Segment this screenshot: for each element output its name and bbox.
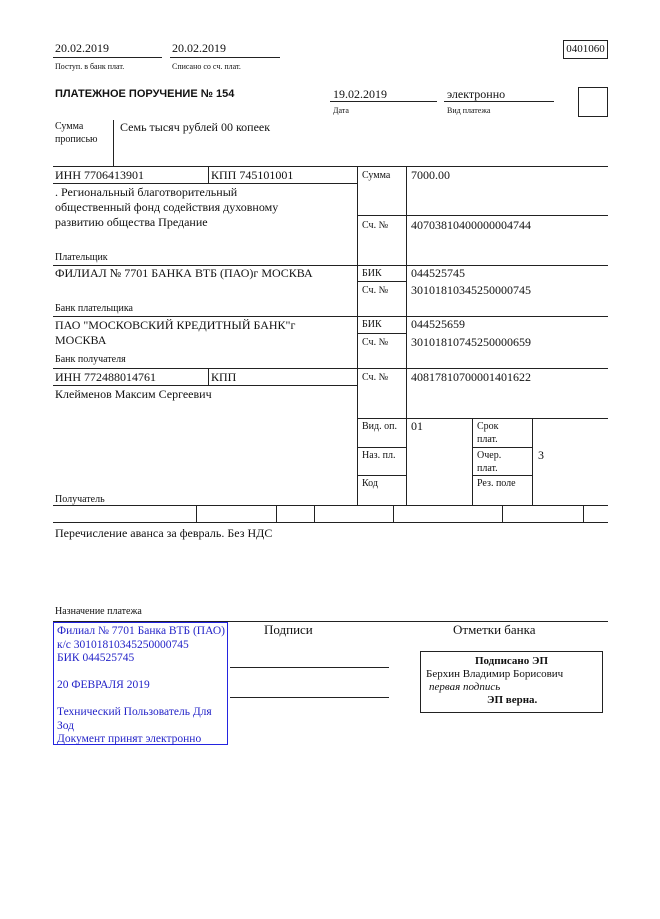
payee-bik: 044525659 <box>411 317 465 331</box>
payment-type: электронно <box>447 87 506 101</box>
stamp-line: к/с 30101810345250000745 <box>57 638 189 651</box>
payer-name-3: развитию общества Предание <box>55 215 208 229</box>
term-label-1: Срок <box>477 421 499 432</box>
signatures-label: Подписи <box>264 622 313 637</box>
stamp-line: 20 ФЕВРАЛЯ 2019 <box>57 679 150 691</box>
bank-mark-role: первая подпись <box>429 681 501 693</box>
priority: 3 <box>538 448 544 462</box>
bank-marks-label: Отметки банка <box>453 622 536 637</box>
payee-label: Получатель <box>55 494 105 505</box>
form-code: 0401060 <box>563 40 608 59</box>
payer-bank-account: 30101810345250000745 <box>411 283 531 297</box>
order-date: 19.02.2019 <box>333 87 387 101</box>
stamp-spacer <box>57 693 227 707</box>
payer-label: Плательщик <box>55 252 108 263</box>
amount-words-label: Сумма прописью <box>55 121 98 145</box>
payer-name-1: . Региональный благотворительный <box>55 185 238 199</box>
priority-label-2: плат. <box>477 463 498 474</box>
stamp-line: Документ принят электронно <box>57 733 202 745</box>
payee-bank-name-1: ПАО "МОСКОВСКИЙ КРЕДИТНЫЙ БАНК"г <box>55 318 296 332</box>
term-label-2: плат. <box>477 434 498 445</box>
debited-label: Списано со сч. плат. <box>172 62 241 71</box>
payee-bik-label: БИК <box>362 319 382 330</box>
payer-bank-name: ФИЛИАЛ № 7701 БАНКА ВТБ (ПАО)г МОСКВА <box>55 266 313 280</box>
payer-bik: 044525745 <box>411 266 465 280</box>
payer-name-2: общественный фонд содействия духовному <box>55 200 279 214</box>
bank-mark-status: ЭП верна. <box>487 694 538 706</box>
payee-inn: ИНН 772488014761 <box>55 370 156 384</box>
amount-words: Семь тысяч рублей 00 копеек <box>120 120 271 134</box>
payment-type-label: Вид платежа <box>447 106 491 115</box>
stamp-line: Зод <box>57 719 75 732</box>
status-box <box>578 87 608 117</box>
payer-bank-label: Банк плательщика <box>55 303 133 314</box>
sum-label: Сумма <box>362 170 391 181</box>
bank-mark-signer: Берхин Владимир Борисович <box>426 668 564 680</box>
payer-bik-label: БИК <box>362 268 382 279</box>
received-date: 20.02.2019 <box>55 41 109 55</box>
payee-kpp: КПП <box>211 370 237 384</box>
op-type-label: Вид. оп. <box>362 421 397 432</box>
reserve-label: Рез. поле <box>477 478 516 489</box>
page-title: ПЛАТЕЖНОЕ ПОРУЧЕНИЕ № 154 <box>55 88 235 100</box>
stamp-line: Филиал № 7701 Банка ВТБ (ПАО) <box>57 625 225 637</box>
debited-date: 20.02.2019 <box>172 41 226 55</box>
payer-inn: ИНН 7706413901 <box>55 168 144 182</box>
purpose-code-label: Наз. пл. <box>362 450 396 461</box>
stamp-spacer <box>57 666 227 680</box>
received-label: Поступ. в банк плат. <box>55 62 125 71</box>
stamp-line: БИК 044525745 <box>57 652 135 664</box>
payer-kpp: КПП 745101001 <box>211 168 294 182</box>
purpose-text: Перечисление аванса за февраль. Без НДС <box>55 526 273 540</box>
date-label: Дата <box>333 106 349 115</box>
code-label: Код <box>362 478 378 489</box>
payee-bank-label: Банк получателя <box>55 354 126 365</box>
payer-account-label: Сч. № <box>362 220 389 231</box>
stamp-line: Технический Пользователь Для <box>57 706 212 718</box>
payee-bank-account: 30101810745250000659 <box>411 335 531 349</box>
op-type: 01 <box>411 419 423 433</box>
payee-account: 40817810700001401622 <box>411 370 531 384</box>
bank-stamp: Филиал № 7701 Банка ВТБ (ПАО) к/с 301018… <box>53 622 228 745</box>
purpose-label: Назначение платежа <box>55 606 142 617</box>
sum-value: 7000.00 <box>411 168 450 182</box>
payee-bank-account-label: Сч. № <box>362 337 389 348</box>
payer-bank-account-label: Сч. № <box>362 285 389 296</box>
bank-mark-title: Подписано ЭП <box>474 655 549 667</box>
payer-account: 40703810400000004744 <box>411 218 531 232</box>
bank-signature-mark: Подписано ЭП Берхин Владимир Борисович п… <box>420 651 603 713</box>
payee-bank-name-2: МОСКВА <box>55 333 107 347</box>
payee-account-label: Сч. № <box>362 372 389 383</box>
priority-label-1: Очер. <box>477 450 502 461</box>
payee-name: Клейменов Максим Сергеевич <box>55 387 212 401</box>
